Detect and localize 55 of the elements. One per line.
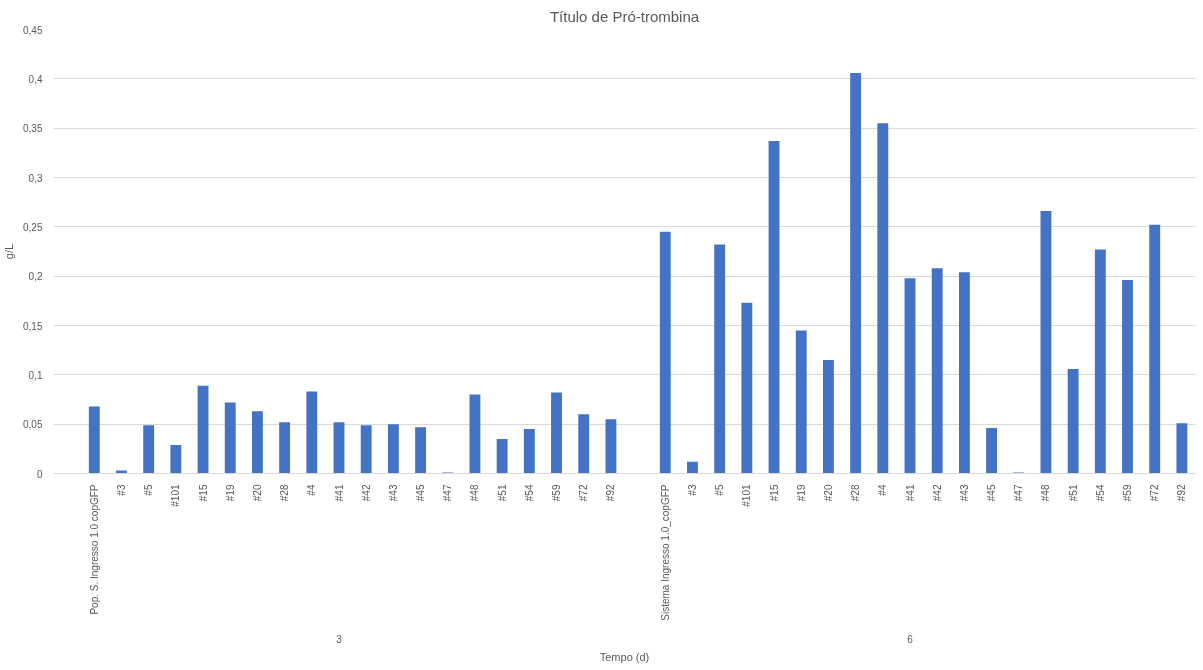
x-tick-label: #5 <box>714 484 726 496</box>
x-tick-label: #4 <box>877 484 889 496</box>
x-tick-label: #20 <box>822 484 834 502</box>
x-tick-label: #43 <box>958 484 970 502</box>
x-tick-label: #3 <box>115 484 127 496</box>
x-tick-label: #5 <box>143 484 155 496</box>
y-tick-label: 0,35 <box>23 123 43 135</box>
x-tick-label: #41 <box>904 484 916 502</box>
y-tick-label: 0,1 <box>28 369 43 381</box>
x-tick-label: #92 <box>1176 484 1188 502</box>
x-tick-label: #59 <box>1122 484 1134 502</box>
x-tick-label: Sistema Ingresso 1.0_copGFP <box>659 484 671 621</box>
y-tick-label: 0,15 <box>23 320 43 332</box>
y-tick-label: 0,45 <box>23 24 43 36</box>
y-tick-label: 0,3 <box>28 172 43 184</box>
text: 6 <box>907 633 914 645</box>
x-tick-label: #101 <box>170 484 182 507</box>
x-tick-label: #54 <box>1094 484 1106 502</box>
x-tick-label: #43 <box>387 484 399 502</box>
x-tick-label: #15 <box>768 484 780 502</box>
x-tick-label: #20 <box>251 484 263 502</box>
text: 3 <box>336 633 343 645</box>
y-tick-label: 0 <box>36 468 43 480</box>
x-tick-label: #59 <box>551 484 563 502</box>
y-axis-title: g/L <box>3 243 16 260</box>
x-tick-label: #47 <box>1013 484 1025 502</box>
x-tick-label: #4 <box>306 484 318 496</box>
y-tick-label: 0,25 <box>23 221 43 233</box>
x-tick-label: #19 <box>224 484 236 502</box>
x-tick-label: #41 <box>333 484 345 502</box>
x-tick-label: #42 <box>360 484 372 502</box>
x-tick-label: #45 <box>415 484 427 502</box>
chart-title: Título de Pró-trombina <box>549 7 700 25</box>
x-tick-label: #101 <box>741 484 753 507</box>
y-tick-label: 0,2 <box>28 271 43 283</box>
x-tick-label: #51 <box>496 484 508 502</box>
x-tick-label: #72 <box>578 484 590 502</box>
x-tick-label: #72 <box>1149 484 1161 502</box>
x-tick-label: #45 <box>986 484 998 502</box>
x-tick-label: #92 <box>605 484 617 502</box>
x-tick-label: #54 <box>523 484 535 502</box>
x-tick-label: #28 <box>279 484 291 502</box>
x-tick-label: #19 <box>795 484 807 502</box>
x-tick-label: #48 <box>1040 484 1052 502</box>
x-tick-label: #48 <box>469 484 481 502</box>
y-tick-label: 0,4 <box>28 73 43 85</box>
y-tick-label: 0,05 <box>23 419 43 431</box>
x-tick-label: #3 <box>686 484 698 496</box>
x-tick-label: #28 <box>850 484 862 502</box>
x-tick-label: #42 <box>931 484 943 502</box>
x-tick-label: #47 <box>442 484 454 502</box>
x-tick-label: #51 <box>1067 484 1079 502</box>
x-tick-label: Pop. S. Ingresso 1.0 copGFP <box>88 484 100 615</box>
x-axis-title: Tempo (d) <box>599 650 650 663</box>
x-tick-label: #15 <box>197 484 209 502</box>
